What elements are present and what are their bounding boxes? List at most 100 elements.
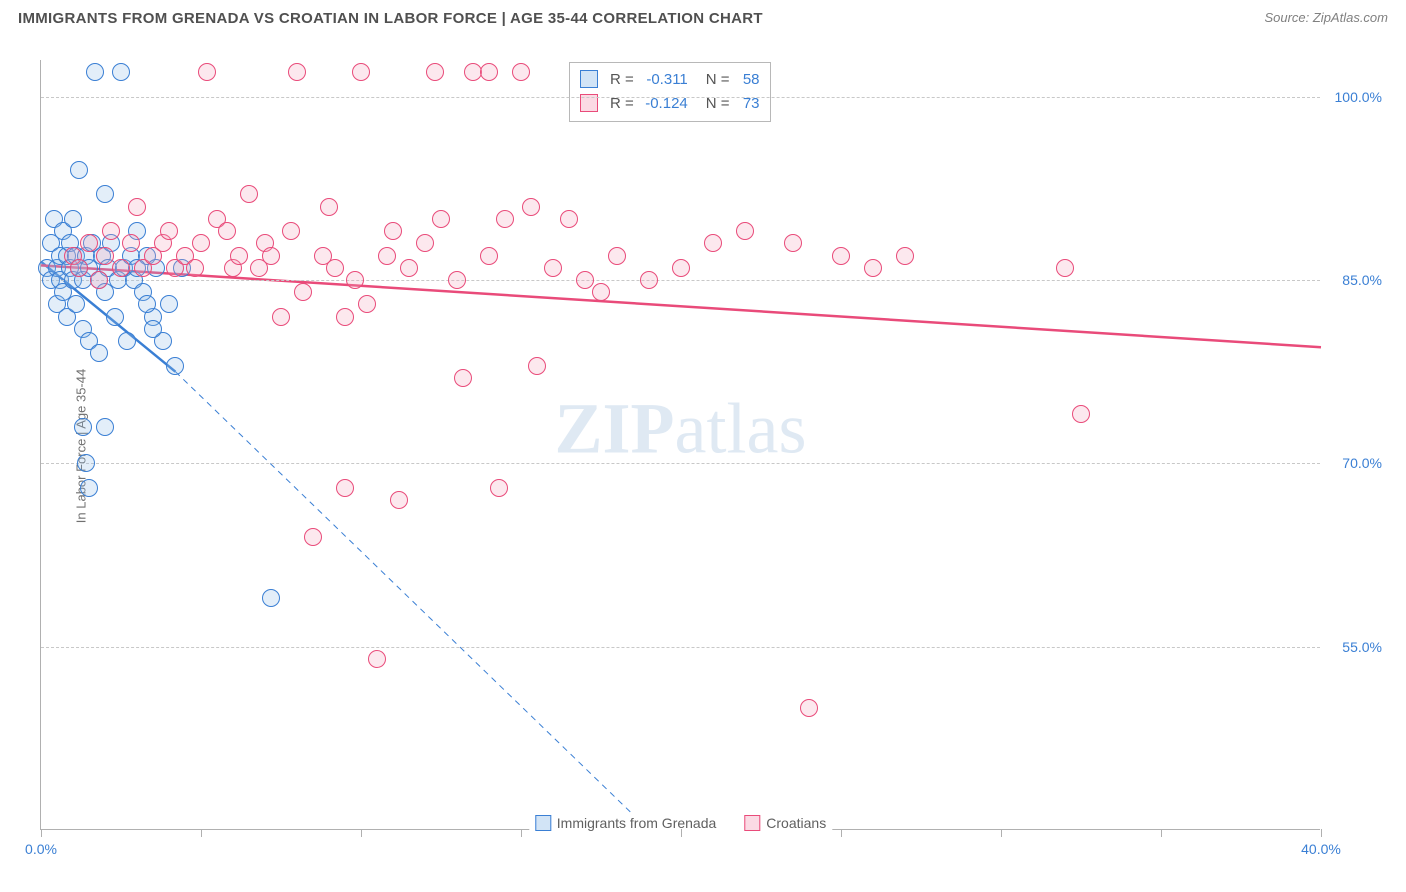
x-tick-mark <box>41 829 42 837</box>
scatter-marker-croatians <box>186 259 204 277</box>
scatter-marker-croatians <box>1072 405 1090 423</box>
scatter-marker-croatians <box>336 308 354 326</box>
legend-swatch-icon <box>744 815 760 831</box>
scatter-marker-croatians <box>784 234 802 252</box>
series-legend-label: Immigrants from Grenada <box>557 815 717 831</box>
scatter-marker-croatians <box>80 234 98 252</box>
scatter-plot-area: ZIPatlas R = -0.311N = 58R = -0.124N = 7… <box>40 60 1320 830</box>
scatter-marker-grenada <box>166 357 184 375</box>
scatter-marker-croatians <box>608 247 626 265</box>
n-label: N = <box>706 71 730 88</box>
scatter-marker-croatians <box>378 247 396 265</box>
scatter-marker-croatians <box>544 259 562 277</box>
scatter-marker-grenada <box>64 210 82 228</box>
scatter-marker-croatians <box>304 528 322 546</box>
scatter-marker-croatians <box>368 650 386 668</box>
scatter-marker-croatians <box>294 283 312 301</box>
scatter-marker-croatians <box>704 234 722 252</box>
scatter-marker-croatians <box>400 259 418 277</box>
scatter-marker-croatians <box>192 234 210 252</box>
y-tick-label: 85.0% <box>1342 272 1382 288</box>
scatter-marker-croatians <box>490 479 508 497</box>
chart-title: IMMIGRANTS FROM GRENADA VS CROATIAN IN L… <box>18 10 763 27</box>
scatter-marker-croatians <box>128 198 146 216</box>
scatter-marker-grenada <box>138 295 156 313</box>
scatter-marker-grenada <box>144 320 162 338</box>
scatter-marker-croatians <box>112 259 130 277</box>
correlation-legend-row-croatians: R = -0.124N = 73 <box>580 91 760 115</box>
scatter-marker-croatians <box>240 185 258 203</box>
scatter-marker-croatians <box>480 63 498 81</box>
series-legend-item-grenada: Immigrants from Grenada <box>535 815 717 831</box>
scatter-marker-croatians <box>358 295 376 313</box>
scatter-marker-croatians <box>102 222 120 240</box>
scatter-marker-croatians <box>70 259 88 277</box>
correlation-legend-row-grenada: R = -0.311N = 58 <box>580 67 760 91</box>
scatter-marker-croatians <box>454 369 472 387</box>
source-prefix: Source: <box>1264 10 1312 25</box>
scatter-marker-croatians <box>346 271 364 289</box>
scatter-marker-croatians <box>592 283 610 301</box>
source-name: ZipAtlas.com <box>1313 10 1388 25</box>
scatter-marker-croatians <box>576 271 594 289</box>
x-tick-mark <box>361 829 362 837</box>
scatter-marker-croatians <box>230 247 248 265</box>
legend-swatch-icon <box>580 70 598 88</box>
scatter-marker-grenada <box>77 454 95 472</box>
scatter-marker-grenada <box>106 308 124 326</box>
scatter-marker-grenada <box>86 63 104 81</box>
x-tick-mark <box>681 829 682 837</box>
x-tick-label: 0.0% <box>25 841 57 857</box>
scatter-marker-croatians <box>262 247 280 265</box>
scatter-marker-croatians <box>326 259 344 277</box>
scatter-marker-croatians <box>640 271 658 289</box>
scatter-marker-croatians <box>282 222 300 240</box>
x-tick-mark <box>1161 829 1162 837</box>
scatter-marker-croatians <box>528 357 546 375</box>
scatter-marker-grenada <box>70 161 88 179</box>
scatter-marker-grenada <box>262 589 280 607</box>
trend-lines-svg <box>41 60 1321 830</box>
gridline <box>41 97 1320 98</box>
series-legend-label: Croatians <box>766 815 826 831</box>
scatter-marker-grenada <box>90 344 108 362</box>
scatter-marker-croatians <box>426 63 444 81</box>
scatter-marker-croatians <box>272 308 290 326</box>
gridline <box>41 280 1320 281</box>
n-value: 58 <box>734 71 760 88</box>
scatter-marker-croatians <box>448 271 466 289</box>
scatter-marker-grenada <box>160 295 178 313</box>
scatter-marker-grenada <box>118 332 136 350</box>
scatter-marker-croatians <box>496 210 514 228</box>
scatter-marker-grenada <box>96 418 114 436</box>
chart-header: IMMIGRANTS FROM GRENADA VS CROATIAN IN L… <box>0 0 1406 40</box>
scatter-marker-croatians <box>352 63 370 81</box>
scatter-marker-croatians <box>90 271 108 289</box>
scatter-marker-croatians <box>218 222 236 240</box>
x-tick-mark <box>841 829 842 837</box>
x-tick-mark <box>521 829 522 837</box>
scatter-marker-croatians <box>560 210 578 228</box>
scatter-marker-grenada <box>74 418 92 436</box>
y-tick-label: 70.0% <box>1342 455 1382 471</box>
correlation-legend: R = -0.311N = 58R = -0.124N = 73 <box>569 62 771 122</box>
trend-line-dashed-grenada <box>175 372 649 830</box>
scatter-marker-croatians <box>832 247 850 265</box>
scatter-marker-grenada <box>67 295 85 313</box>
y-tick-label: 55.0% <box>1342 639 1382 655</box>
scatter-marker-croatians <box>336 479 354 497</box>
trend-line-croatians <box>41 265 1321 347</box>
scatter-marker-grenada <box>112 63 130 81</box>
gridline <box>41 647 1320 648</box>
scatter-marker-croatians <box>96 247 114 265</box>
scatter-marker-croatians <box>736 222 754 240</box>
scatter-marker-grenada <box>80 479 98 497</box>
source-attribution: Source: ZipAtlas.com <box>1264 10 1388 25</box>
scatter-marker-croatians <box>800 699 818 717</box>
scatter-marker-croatians <box>384 222 402 240</box>
scatter-marker-croatians <box>672 259 690 277</box>
scatter-marker-croatians <box>432 210 450 228</box>
gridline <box>41 463 1320 464</box>
scatter-marker-croatians <box>522 198 540 216</box>
scatter-marker-croatians <box>390 491 408 509</box>
